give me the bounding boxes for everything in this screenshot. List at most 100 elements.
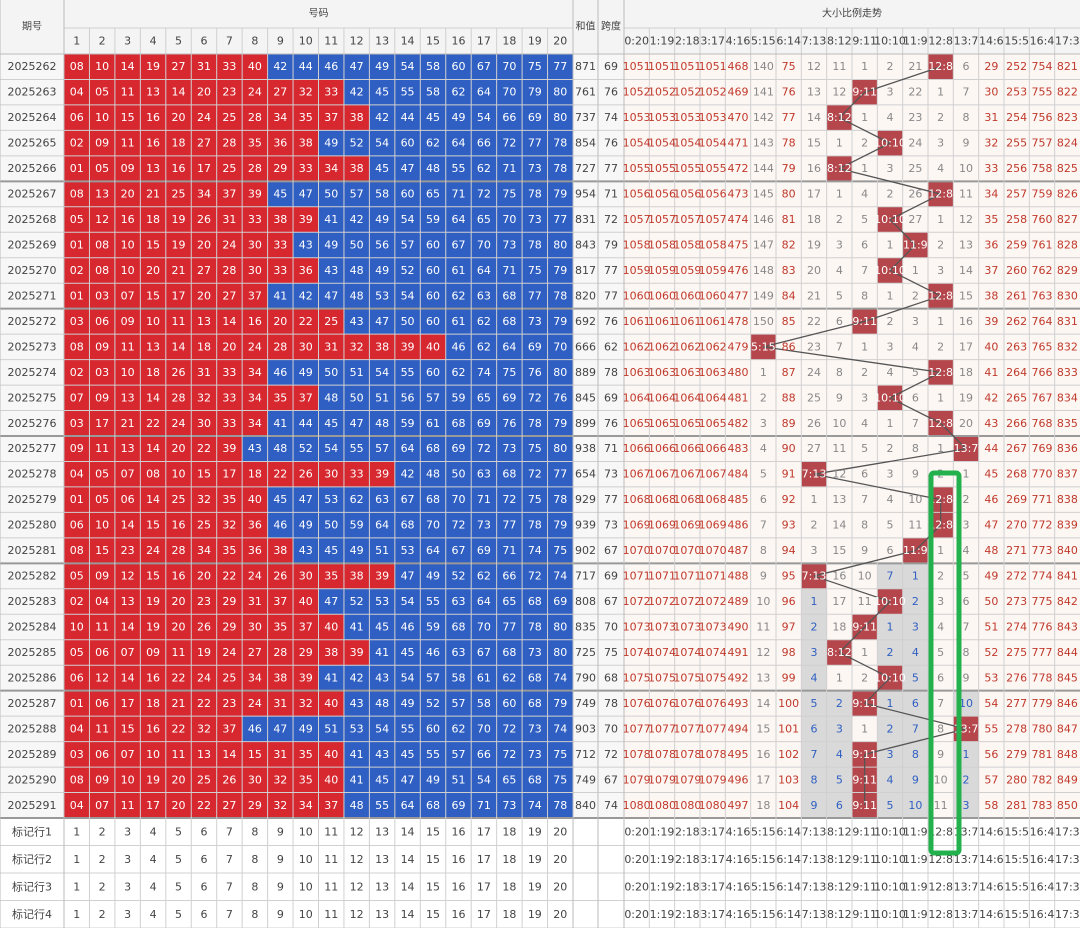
number-cell — [471, 537, 497, 564]
number-cell — [343, 512, 370, 538]
number: 07 — [121, 289, 135, 302]
number: 79 — [553, 519, 567, 532]
number: 42 — [375, 111, 389, 124]
trend-cell — [700, 206, 726, 233]
sum: 899 — [575, 417, 596, 430]
trend-cell — [852, 334, 878, 360]
miss-count: 1074 — [699, 646, 727, 659]
number-cell — [420, 334, 446, 360]
miss-count: 1058 — [623, 239, 651, 252]
number: 17 — [146, 799, 160, 812]
number: 33 — [248, 213, 262, 226]
number: 16 — [146, 722, 160, 735]
number-cell — [140, 486, 166, 513]
miss-count: 839 — [1057, 519, 1078, 532]
trend-cell — [1054, 308, 1080, 335]
miss-count: 1061 — [699, 315, 727, 328]
trend-cell — [801, 283, 827, 309]
number: 68 — [528, 697, 542, 710]
number: 45 — [273, 188, 287, 201]
number: 65 — [477, 213, 491, 226]
miss-count: 844 — [1057, 646, 1078, 659]
trend-cell — [700, 563, 726, 589]
marker-ratio: 12:8 — [928, 908, 953, 921]
miss-count: 1 — [861, 646, 868, 659]
miss-count: 470 — [728, 111, 749, 124]
miss-count: 1074 — [623, 646, 651, 659]
number-cell — [445, 334, 472, 360]
number-cell — [445, 308, 472, 335]
number-cell — [293, 130, 319, 156]
marker-ratio: 1:19 — [650, 908, 675, 921]
trend-cell — [1054, 283, 1080, 309]
miss-count: 77 — [782, 111, 796, 124]
number-cell — [293, 54, 319, 80]
number: 42 — [350, 86, 364, 99]
number: 75 — [502, 366, 516, 379]
number-cell — [267, 486, 294, 513]
miss-count: 51 — [984, 621, 998, 634]
number-cell — [394, 54, 421, 80]
number-cell — [547, 334, 573, 360]
number: 21 — [121, 417, 135, 430]
miss-count: 491 — [728, 646, 749, 659]
number-cell — [318, 257, 344, 284]
trend-cell — [902, 79, 928, 105]
miss-count: 4 — [887, 111, 894, 124]
trend-cell — [776, 359, 802, 386]
ratio-label: 1:19 — [650, 35, 675, 48]
number-cell — [140, 206, 166, 233]
number: 72 — [502, 748, 516, 761]
trend-cell — [902, 512, 928, 538]
number-cell — [89, 104, 115, 131]
trend-cell — [852, 54, 878, 80]
miss-count: 10 — [934, 773, 948, 786]
miss-count: 259 — [1006, 239, 1027, 252]
trend-cell — [902, 130, 928, 156]
marker-number: 3 — [124, 825, 131, 838]
number: 34 — [324, 162, 338, 175]
trend-cell — [978, 563, 1004, 589]
trend-cell — [1054, 537, 1080, 564]
miss-count: 41 — [984, 366, 998, 379]
number: 11 — [172, 748, 186, 761]
miss-count: 1067 — [673, 468, 701, 481]
number-cell — [64, 54, 90, 80]
number: 48 — [375, 697, 389, 710]
number-cell — [369, 512, 395, 538]
trend-cell — [649, 334, 675, 360]
number: 44 — [299, 417, 313, 430]
trend-cell — [700, 512, 726, 538]
miss-count: 5 — [912, 366, 919, 379]
miss-count: 86 — [782, 340, 796, 353]
issue: 2025268 — [8, 213, 57, 226]
trend-cell — [877, 563, 903, 589]
marker-number: 10 — [299, 825, 313, 838]
number: 10 — [172, 468, 186, 481]
trend-cell — [1054, 410, 1080, 436]
trend-cell — [826, 486, 852, 513]
number: 08 — [95, 239, 109, 252]
number: 52 — [350, 595, 364, 608]
trend-cell — [1029, 54, 1055, 80]
number-cell — [445, 181, 472, 207]
miss-count: 8 — [912, 442, 919, 455]
number: 71 — [502, 162, 516, 175]
marker-number: 4 — [150, 853, 157, 866]
number: 18 — [146, 697, 160, 710]
marker-ratio: 6:14 — [776, 908, 801, 921]
number: 35 — [222, 544, 236, 557]
miss-count: 755 — [1032, 86, 1053, 99]
number: 20 — [172, 799, 186, 812]
miss-count: 1060 — [623, 289, 651, 302]
issue: 2025262 — [8, 60, 57, 73]
number-cell — [89, 155, 115, 182]
issue-cell — [0, 385, 64, 411]
sum: 749 — [575, 773, 596, 786]
number: 14 — [146, 493, 160, 506]
number: 45 — [401, 748, 415, 761]
number: 09 — [70, 442, 84, 455]
number: 47 — [401, 162, 415, 175]
marker-number: 17 — [477, 880, 491, 893]
number-cell — [547, 79, 573, 105]
